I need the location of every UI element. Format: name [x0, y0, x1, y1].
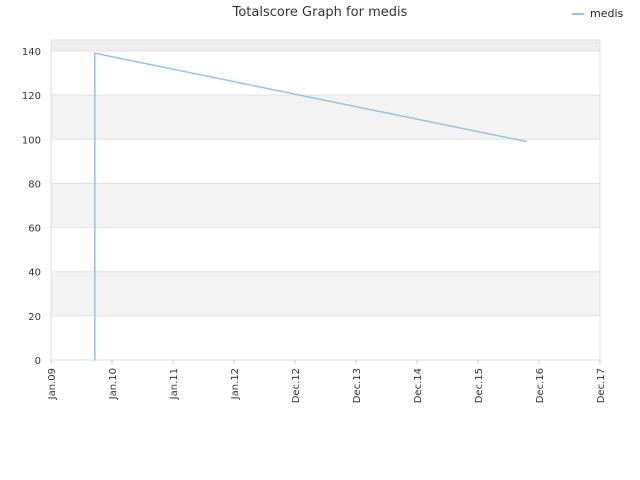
- y-tick-label: 140: [22, 47, 41, 58]
- y-tick-label: 0: [35, 356, 41, 367]
- data-point: [93, 270, 96, 273]
- plot-area: 0 20 40 60 80 100 120 140 Jan.09 Jan.10 Jan.11 Jan.…: [22, 39, 607, 403]
- x-tick-label: Jan.12: [230, 368, 241, 400]
- x-tick-label: Dec.14: [413, 368, 424, 403]
- plot-border: [50, 39, 601, 361]
- x-tick-label: Dec.16: [535, 368, 546, 403]
- x-tick-label: Dec.12: [291, 368, 302, 403]
- grid-band: [51, 139, 600, 184]
- legend-label-medis: medis: [590, 7, 624, 20]
- data-point: [525, 140, 527, 143]
- x-tick-label: Dec.13: [352, 368, 363, 403]
- data-point: [93, 359, 96, 361]
- y-tick-label: 100: [22, 135, 41, 146]
- data-point: [93, 52, 96, 55]
- grid-band: [51, 40, 600, 52]
- y-tick-label: 60: [28, 224, 41, 235]
- y-tick-label: 20: [28, 312, 41, 323]
- grid-band: [51, 271, 600, 316]
- x-tick-label: Dec.15: [474, 368, 485, 403]
- x-tick-label: Jan.11: [169, 368, 180, 400]
- x-tick-label: Jan.10: [108, 368, 119, 400]
- chart-title: Totalscore Graph for medis: [232, 5, 408, 20]
- y-tick-label: 40: [28, 268, 41, 279]
- grid-band: [51, 51, 600, 96]
- y-tick-label: 80: [28, 179, 41, 190]
- y-tick-label: 120: [22, 91, 41, 102]
- data-point: [93, 279, 96, 282]
- grid-band: [51, 183, 600, 228]
- grid-band: [51, 315, 600, 360]
- legend: medis: [572, 7, 624, 20]
- grid-band: [51, 95, 600, 140]
- grid-band: [51, 227, 600, 272]
- x-tick-label: Dec.17: [596, 368, 607, 403]
- x-tick-label: Jan.09: [47, 368, 58, 400]
